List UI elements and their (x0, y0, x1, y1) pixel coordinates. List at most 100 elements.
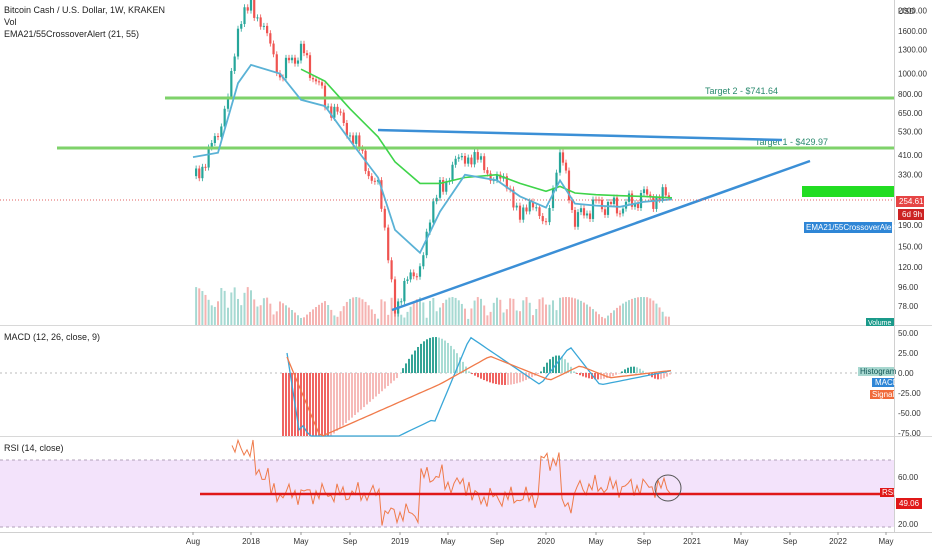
candle-body (531, 201, 535, 208)
candle-body (302, 43, 306, 54)
candle-body (246, 7, 249, 11)
volume-bar (253, 299, 256, 325)
volume-bar (548, 304, 551, 325)
volume-bar (535, 308, 538, 325)
candle-body (564, 162, 568, 171)
macd-tick-label: 50.00 (898, 329, 919, 338)
macd-axis[interactable]: 50.00 25.00 0.00 -25.00 -50.00 -75.00 (898, 329, 921, 438)
time-tick-label: Sep (783, 537, 798, 546)
candle-body (216, 136, 220, 138)
candle-body (470, 157, 473, 165)
candle-body (483, 156, 486, 171)
candle-body (320, 82, 324, 86)
macd-histogram-bar (558, 355, 560, 373)
price-tick-label: 1300.00 (898, 46, 927, 55)
price-tick-label: 1000.00 (898, 70, 927, 79)
candle-body (403, 280, 406, 302)
support-trendline[interactable] (391, 159, 811, 312)
volume-bar (294, 312, 296, 325)
macd-histogram-bar (537, 373, 539, 375)
candle-body (576, 212, 580, 227)
volume-bar (315, 307, 317, 325)
candle-body (308, 55, 312, 78)
candle-body (425, 231, 428, 256)
macd-histogram-bar (483, 373, 485, 381)
volume-bar (562, 297, 564, 325)
macd-histogram-bar (567, 362, 569, 373)
macd-histogram-bar (492, 373, 494, 384)
macd-histogram-bar (597, 373, 599, 380)
resistance-trendline[interactable] (377, 128, 783, 142)
candle-body (230, 70, 233, 97)
macd-histogram-bar (504, 373, 506, 385)
macd-histogram-bar (624, 369, 626, 373)
volume-bar (285, 305, 287, 325)
candle-body (412, 272, 415, 277)
price-pane[interactable] (0, 0, 894, 325)
macd-histogram-bar (510, 373, 512, 385)
macd-histogram-bar (549, 359, 551, 373)
macd-histogram-bar (657, 373, 659, 380)
macd-histogram-bar (582, 373, 584, 377)
macd-histogram-bar (351, 373, 353, 418)
candle-body (463, 155, 467, 164)
volume-bar (483, 305, 486, 325)
macd-histogram-bar (513, 373, 515, 385)
macd-histogram-bar (516, 373, 518, 384)
volume-bar (499, 299, 502, 325)
candle-body (473, 152, 476, 165)
candle-body (636, 203, 640, 209)
volume-bar (306, 314, 308, 325)
volume-bar (425, 317, 428, 325)
macd-histogram-bar (636, 367, 638, 373)
candle-body (207, 147, 210, 168)
volume-bar (400, 314, 403, 325)
macd-histogram-bar (372, 373, 374, 400)
volume-bar (457, 300, 460, 325)
candle-body (603, 209, 607, 215)
volume-bar (565, 297, 567, 325)
macd-histogram-bar (615, 373, 617, 375)
price-axis[interactable]: 2000.00 1600.00 1300.00 1000.00 800.00 650.00… (898, 6, 927, 311)
candle-body (445, 181, 448, 192)
candle-body (367, 171, 370, 177)
volume-bar (361, 299, 364, 325)
volume-bar (406, 311, 409, 325)
candle-body (345, 122, 348, 136)
volume-bar (330, 309, 333, 325)
candle-body (518, 205, 522, 220)
volume-bar (509, 298, 512, 325)
volume-bar (655, 303, 658, 325)
volume-bar (489, 311, 492, 325)
candle-body (535, 207, 538, 209)
candle-body (438, 180, 442, 198)
volume-bar (519, 311, 521, 325)
price-tick-label: 1600.00 (898, 27, 927, 36)
histogram-tag (858, 367, 894, 376)
volume-bar (246, 287, 249, 325)
macd-histogram-bar (363, 373, 365, 408)
candle-body (621, 208, 625, 214)
macd-histogram-bar (444, 340, 446, 373)
volume-bar (525, 297, 528, 325)
macd-histogram-bar (354, 373, 356, 415)
volume-bar (496, 297, 498, 325)
time-axis[interactable]: Aug 2018 May Sep 2019 May Sep 2020 May Sep 2021 May… (186, 532, 894, 546)
volume-tag (866, 318, 894, 326)
volume-bar (213, 306, 216, 325)
macd-histogram-bar (552, 356, 554, 373)
macd-histogram-bar (414, 350, 416, 373)
volume-bar (464, 308, 466, 325)
candle-body (275, 54, 278, 74)
candle-body (240, 24, 243, 29)
volume-bar (201, 291, 204, 325)
volume-bar (233, 287, 236, 325)
volume-bar (637, 297, 639, 325)
macd-histogram-bar (297, 373, 299, 436)
price-tick-label: 330.00 (898, 171, 923, 180)
macd-histogram-bar (609, 373, 611, 378)
macd-histogram-bar (480, 373, 482, 379)
candle-body (233, 56, 236, 71)
volume-bar (616, 307, 618, 325)
